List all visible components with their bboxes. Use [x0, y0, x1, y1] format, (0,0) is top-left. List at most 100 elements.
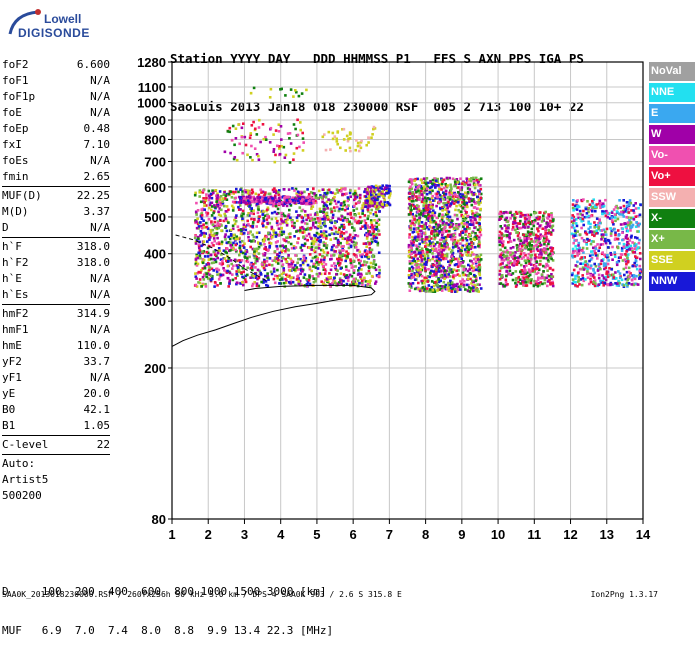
echo-point	[606, 212, 609, 215]
echo-point	[432, 243, 435, 246]
echo-point	[444, 270, 447, 273]
echo-point	[548, 256, 551, 259]
echo-point	[499, 249, 502, 252]
echo-point	[576, 261, 579, 264]
echo-point	[479, 277, 482, 280]
echo-points	[194, 87, 642, 293]
echo-point	[289, 269, 292, 272]
echo-point	[523, 277, 526, 280]
echo-point	[431, 182, 434, 185]
echo-point	[415, 244, 418, 247]
echo-point	[551, 276, 554, 279]
echo-point	[368, 272, 371, 275]
echo-point	[367, 209, 370, 212]
echo-point	[240, 215, 243, 218]
echo-point	[408, 236, 411, 239]
echo-point	[308, 274, 311, 277]
echo-point	[460, 257, 463, 260]
echo-point	[342, 188, 345, 191]
echo-point	[579, 218, 582, 221]
echo-point	[291, 196, 294, 199]
echo-point	[454, 245, 457, 248]
echo-point	[218, 278, 221, 281]
echo-point	[257, 221, 260, 224]
echo-point	[246, 274, 249, 277]
echo-point	[462, 215, 465, 218]
echo-point	[599, 280, 602, 283]
echo-point	[639, 265, 642, 268]
echo-point	[411, 220, 414, 223]
echo-point	[614, 216, 617, 219]
echo-point	[461, 186, 464, 189]
echo-point	[525, 240, 528, 243]
echo-point	[225, 225, 228, 228]
echo-point	[447, 235, 450, 238]
echo-point	[230, 263, 233, 266]
echo-point	[461, 237, 464, 240]
echo-point	[280, 212, 283, 215]
echo-point	[545, 277, 548, 280]
echo-point	[346, 255, 349, 258]
echo-point	[351, 266, 354, 269]
echo-point	[370, 262, 373, 265]
echo-point	[462, 231, 465, 234]
echo-point	[612, 273, 615, 276]
echo-point	[443, 179, 446, 182]
echo-point	[259, 272, 262, 275]
echo-point	[438, 262, 441, 265]
echo-point	[354, 214, 357, 217]
echo-point	[598, 274, 601, 277]
echo-point	[276, 257, 279, 260]
echo-point	[235, 220, 238, 223]
echo-point	[222, 197, 225, 200]
echo-point	[477, 181, 480, 184]
echo-point	[262, 217, 265, 220]
echo-point	[458, 204, 461, 207]
echo-point	[466, 243, 469, 246]
echo-point	[308, 233, 311, 236]
echo-point	[358, 212, 361, 215]
echo-point	[542, 277, 545, 280]
echo-point	[457, 265, 460, 268]
echo-point	[408, 274, 411, 277]
echo-point	[205, 285, 208, 288]
echo-point	[312, 263, 315, 266]
echo-point	[444, 255, 447, 258]
echo-point	[465, 230, 468, 233]
echo-point	[457, 191, 460, 194]
echo-point	[633, 212, 636, 215]
echo-point	[466, 239, 469, 242]
echo-point	[515, 285, 518, 288]
echo-point	[341, 249, 344, 252]
echo-point	[429, 272, 432, 275]
echo-point	[464, 248, 467, 251]
echo-point	[340, 202, 343, 205]
echo-point	[474, 187, 477, 190]
echo-point	[475, 268, 478, 271]
echo-point	[363, 277, 366, 280]
echo-point	[348, 223, 351, 226]
echo-point	[283, 231, 286, 234]
echo-point	[317, 220, 320, 223]
echo-point	[504, 247, 507, 250]
echo-point	[427, 268, 430, 271]
echo-point	[409, 207, 412, 210]
echo-point	[500, 267, 503, 270]
echo-point	[297, 191, 300, 194]
echo-point	[428, 225, 431, 228]
echo-point	[225, 217, 228, 220]
echo-point	[623, 205, 626, 208]
echo-point	[381, 190, 384, 193]
echo-point	[274, 211, 277, 214]
echo-point	[205, 193, 208, 196]
echo-point	[635, 259, 638, 262]
echo-point	[346, 241, 349, 244]
echo-point	[591, 210, 594, 213]
echo-point	[217, 211, 220, 214]
echo-point	[301, 216, 304, 219]
echo-point	[216, 197, 219, 200]
echo-point	[378, 272, 381, 275]
echo-point	[580, 256, 583, 259]
echo-point	[576, 230, 579, 233]
echo-point	[505, 281, 508, 284]
